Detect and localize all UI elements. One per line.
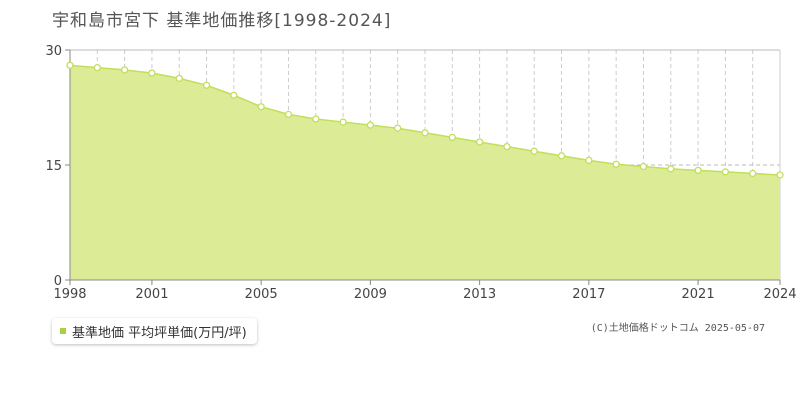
credit-text: (C)土地価格ドットコム 2025-05-07	[590, 323, 765, 334]
data-point	[312, 115, 320, 123]
x-tick-label: 2017	[572, 287, 605, 302]
x-tick-label: 2005	[245, 287, 278, 302]
legend: 基準地価 平均坪単価(万円/坪)	[52, 318, 257, 344]
data-point	[776, 171, 784, 179]
x-tick-label: 2001	[135, 287, 168, 302]
data-point	[585, 156, 593, 165]
chart-title: 宇和島市宮下 基準地価推移[1998-2024]	[52, 11, 392, 31]
data-points	[66, 61, 784, 179]
data-point	[694, 166, 702, 175]
data-point	[749, 169, 757, 178]
data-point	[202, 81, 211, 89]
y-tick-label: 15	[45, 159, 62, 174]
data-point	[448, 133, 456, 142]
y-tick-label: 0	[54, 274, 62, 289]
x-tick-label: 2024	[763, 287, 796, 302]
data-point	[148, 69, 156, 77]
data-point	[639, 162, 648, 171]
data-point	[230, 91, 238, 99]
data-point	[284, 110, 293, 119]
legend-label: 基準地価 平均坪単価(万円/坪)	[72, 325, 247, 341]
y-tick-label: 30	[45, 44, 62, 59]
data-point	[667, 165, 675, 173]
x-tick-label: 2013	[463, 287, 496, 302]
area-fill	[70, 65, 780, 280]
data-point	[175, 74, 183, 83]
x-tick-label: 1998	[53, 287, 86, 302]
data-point	[612, 160, 620, 168]
data-point	[120, 66, 129, 74]
x-tick-label: 2021	[682, 287, 715, 302]
data-point	[339, 118, 347, 126]
data-point	[503, 142, 511, 151]
data-point	[93, 63, 101, 72]
data-point	[257, 103, 265, 111]
data-point	[366, 121, 375, 129]
data-point	[394, 124, 402, 132]
data-point	[421, 129, 429, 137]
legend-swatch	[60, 328, 66, 334]
data-point	[721, 168, 730, 176]
data-point	[475, 138, 484, 146]
tick-labels: 0 15 30 1998 2001 2005 2009 2013 2017 2021 2024	[45, 44, 796, 302]
data-point	[66, 61, 74, 69]
x-tick-label: 2009	[354, 287, 387, 302]
data-point	[530, 147, 538, 155]
axes	[65, 49, 781, 285]
data-point	[557, 152, 566, 160]
